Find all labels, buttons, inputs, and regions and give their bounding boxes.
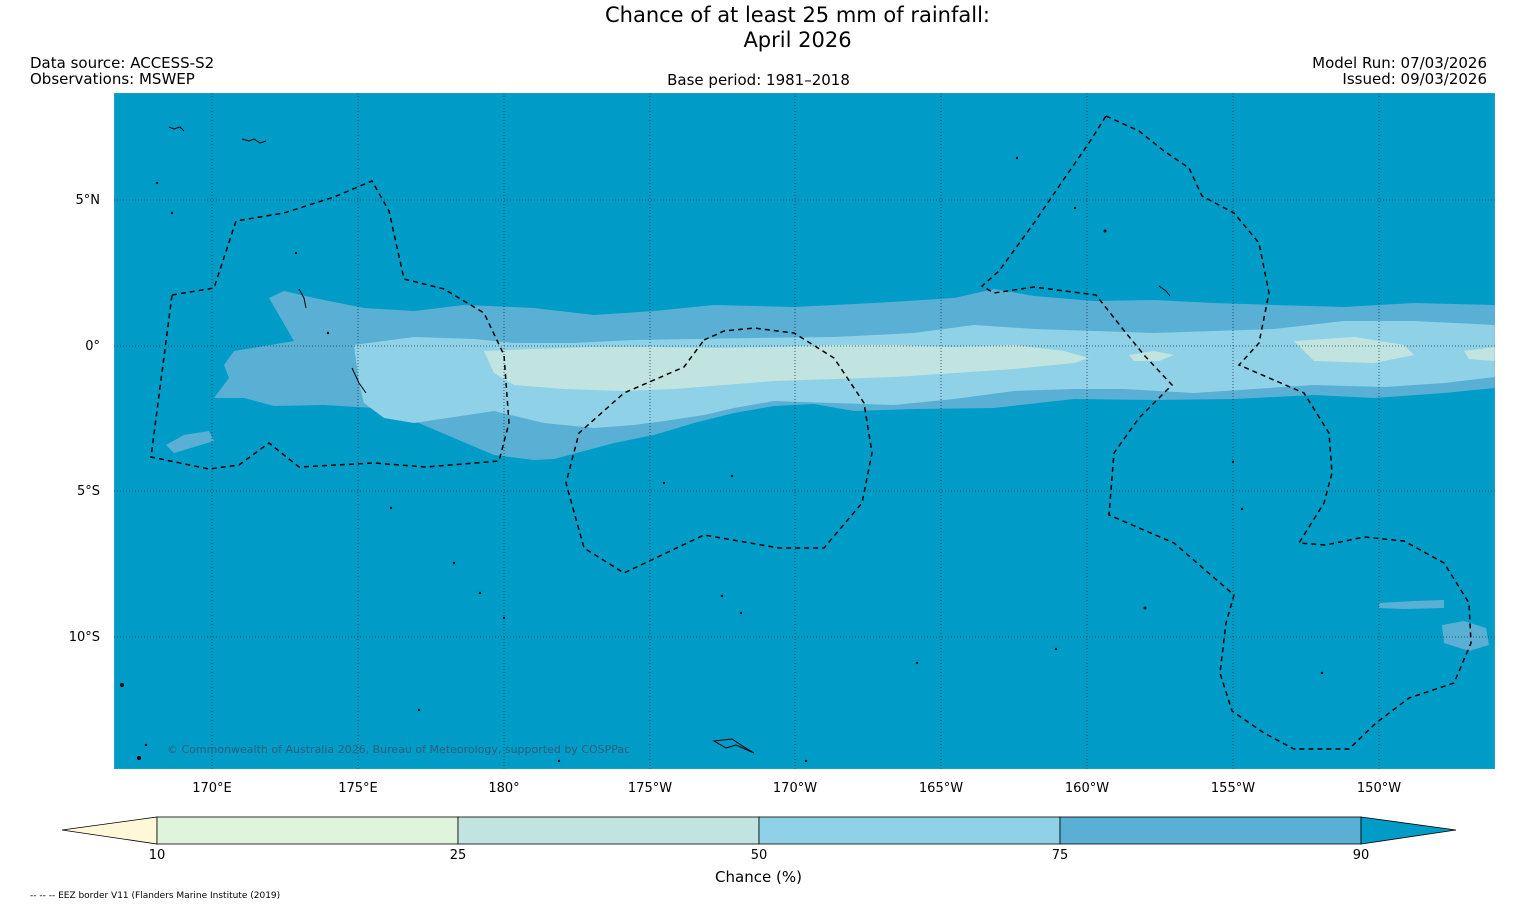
eez-borders bbox=[150, 115, 1472, 750]
issued-text: Issued: 09/03/2026 bbox=[1342, 70, 1487, 88]
colorbar-tick-50: 50 bbox=[750, 848, 768, 863]
colorbar-tick-10: 10 bbox=[148, 848, 166, 863]
band-75-90-patch bbox=[1379, 600, 1444, 609]
band-25-50-patch bbox=[1464, 347, 1495, 361]
map-background bbox=[114, 93, 1495, 769]
eez-kiribati-phoenix bbox=[565, 327, 873, 574]
copyright-text: © Commonwealth of Australia 2026, Bureau… bbox=[167, 743, 631, 756]
meta-left: Data source: ACCESS-S2 Observations: MSW… bbox=[30, 55, 214, 87]
lon-label-180: 180° bbox=[488, 781, 520, 796]
islands bbox=[168, 126, 1171, 754]
observations-text: Observations: MSWEP bbox=[30, 70, 195, 88]
lat-label-10s: 10°S bbox=[68, 630, 100, 645]
colorbar-segment-10-25 bbox=[156, 816, 459, 845]
island-outline bbox=[712, 738, 755, 754]
band-25-50-patch bbox=[1294, 337, 1414, 363]
colorbar-tick-25: 25 bbox=[449, 848, 467, 863]
meta-right: Model Run: 07/03/2026 Issued: 09/03/2026 bbox=[1312, 55, 1487, 87]
island-outline bbox=[351, 367, 367, 394]
graticule bbox=[114, 93, 1495, 769]
lon-label-165w: 165°W bbox=[918, 781, 964, 796]
island-outline bbox=[298, 288, 307, 309]
rainfall-map bbox=[114, 93, 1495, 769]
band-25-50-patch bbox=[1129, 351, 1174, 361]
eez-kiribati-line bbox=[980, 115, 1472, 750]
title-line-2: April 2026 bbox=[743, 28, 852, 52]
eez-kiribati-gilberts bbox=[150, 180, 510, 470]
eez-legend-note: -- -- -- EEZ border V11 (Flanders Marine… bbox=[30, 891, 281, 901]
lat-label-0: 0° bbox=[85, 339, 100, 354]
map-title: Chance of at least 25 mm of rainfall: Ap… bbox=[0, 3, 1517, 53]
lat-label-5n: 5°N bbox=[75, 193, 101, 208]
band-75-90-patch bbox=[1442, 621, 1489, 651]
colorbar-segment-75-90 bbox=[1059, 816, 1362, 845]
colorbar-extend-low bbox=[61, 816, 158, 845]
title-line-1: Chance of at least 25 mm of rainfall: bbox=[604, 3, 990, 27]
island-outline bbox=[168, 126, 185, 132]
data-source-text: Data source: ACCESS-S2 bbox=[30, 54, 215, 72]
colorbar-extend-high bbox=[1360, 816, 1457, 845]
lon-label-170e: 170°E bbox=[192, 781, 232, 796]
lon-label-160w: 160°W bbox=[1064, 781, 1110, 796]
colorbar-tick-75: 75 bbox=[1051, 848, 1069, 863]
island-outline bbox=[241, 138, 267, 144]
lon-label-170w: 170°W bbox=[772, 781, 818, 796]
base-period-text: Base period: 1981–2018 bbox=[667, 71, 850, 89]
lon-label-155w: 155°W bbox=[1210, 781, 1256, 796]
colorbar-segment-50-75 bbox=[758, 816, 1061, 845]
colorbar-tick-90: 90 bbox=[1352, 848, 1370, 863]
colorbar-segment-25-50 bbox=[457, 816, 760, 845]
lon-label-175e: 175°E bbox=[338, 781, 378, 796]
lat-label-5s: 5°S bbox=[76, 484, 100, 499]
colorbar-label: Chance (%) bbox=[715, 868, 802, 886]
colorbar bbox=[61, 816, 1457, 845]
lon-label-175w: 175°W bbox=[627, 781, 673, 796]
lon-label-150w: 150°W bbox=[1356, 781, 1402, 796]
island-outline bbox=[1158, 285, 1171, 297]
band-25-50 bbox=[484, 345, 1089, 391]
model-run-text: Model Run: 07/03/2026 bbox=[1312, 54, 1487, 72]
band-75-90-patch bbox=[166, 431, 214, 453]
island-dots bbox=[120, 156, 1324, 763]
